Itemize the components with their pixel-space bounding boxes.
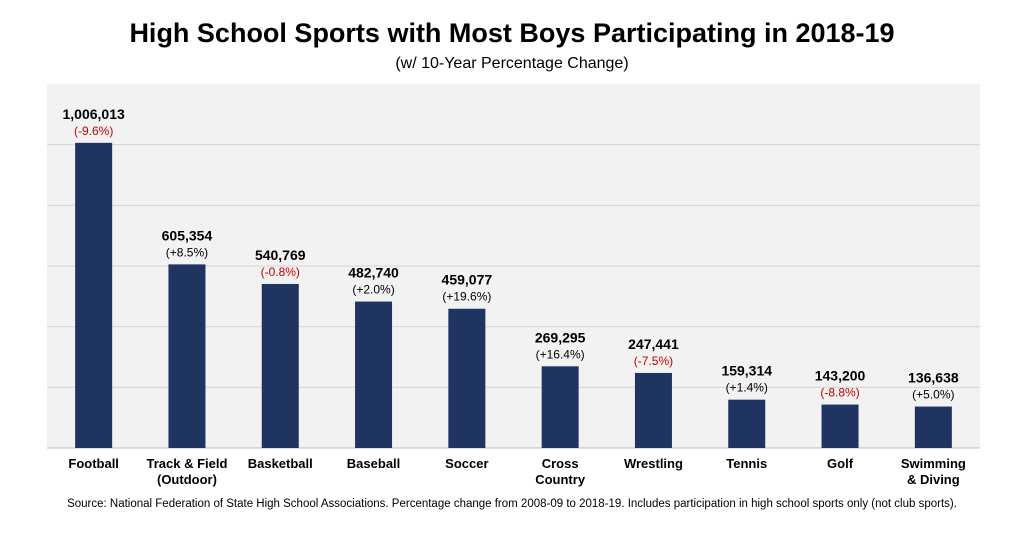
bar xyxy=(728,399,766,448)
bar xyxy=(261,283,299,448)
x-tick-label: Basketball xyxy=(248,456,313,471)
data-label-pct-change: (-7.5%) xyxy=(634,354,673,368)
data-label-value: 1,006,013 xyxy=(63,106,125,122)
data-label-value: 482,740 xyxy=(348,265,399,281)
chart-title: High School Sports with Most Boys Partic… xyxy=(129,18,895,48)
data-label-pct-change: (-8.8%) xyxy=(820,386,859,400)
x-tick-label: Cross xyxy=(542,456,579,471)
x-tick-label: (Outdoor) xyxy=(157,472,217,487)
data-label-value: 143,200 xyxy=(815,368,866,384)
data-label-value: 540,769 xyxy=(255,247,306,263)
data-label-value: 605,354 xyxy=(162,227,213,243)
x-tick-label: Wrestling xyxy=(624,456,683,471)
bar xyxy=(634,372,672,448)
x-tick-label: Country xyxy=(535,472,586,487)
x-tick-label: Swimming xyxy=(901,456,966,471)
x-tick-label: & Diving xyxy=(907,472,960,487)
x-tick-label: Football xyxy=(68,456,119,471)
bar xyxy=(914,406,952,448)
x-tick-label: Tennis xyxy=(726,456,767,471)
source-note: Source: National Federation of State Hig… xyxy=(67,498,957,510)
x-tick-label: Track & Field xyxy=(146,456,227,471)
data-label-pct-change: (-0.8%) xyxy=(261,265,300,279)
bar xyxy=(821,404,859,448)
data-label-pct-change: (+2.0%) xyxy=(352,283,394,297)
data-label-value: 459,077 xyxy=(442,272,493,288)
data-label-pct-change: (+1.4%) xyxy=(726,381,768,395)
x-tick-label: Soccer xyxy=(445,456,488,471)
data-label-pct-change: (-9.6%) xyxy=(74,124,113,138)
x-tick-label: Baseball xyxy=(347,456,400,471)
data-label-value: 136,638 xyxy=(908,370,959,386)
data-label-value: 269,295 xyxy=(535,329,586,345)
data-label-pct-change: (+8.5%) xyxy=(166,245,208,259)
data-label-pct-change: (+16.4%) xyxy=(536,347,585,361)
bar xyxy=(448,308,486,448)
data-label-pct-change: (+5.0%) xyxy=(912,388,954,402)
bar xyxy=(168,264,206,448)
chart-subtitle: (w/ 10-Year Percentage Change) xyxy=(395,55,629,72)
data-label-value: 159,314 xyxy=(721,363,772,379)
bar xyxy=(355,301,393,448)
data-label-value: 247,441 xyxy=(628,336,679,352)
data-label-pct-change: (+19.6%) xyxy=(442,290,491,304)
bar xyxy=(541,366,579,448)
x-tick-label: Golf xyxy=(827,456,854,471)
bar xyxy=(75,142,113,449)
